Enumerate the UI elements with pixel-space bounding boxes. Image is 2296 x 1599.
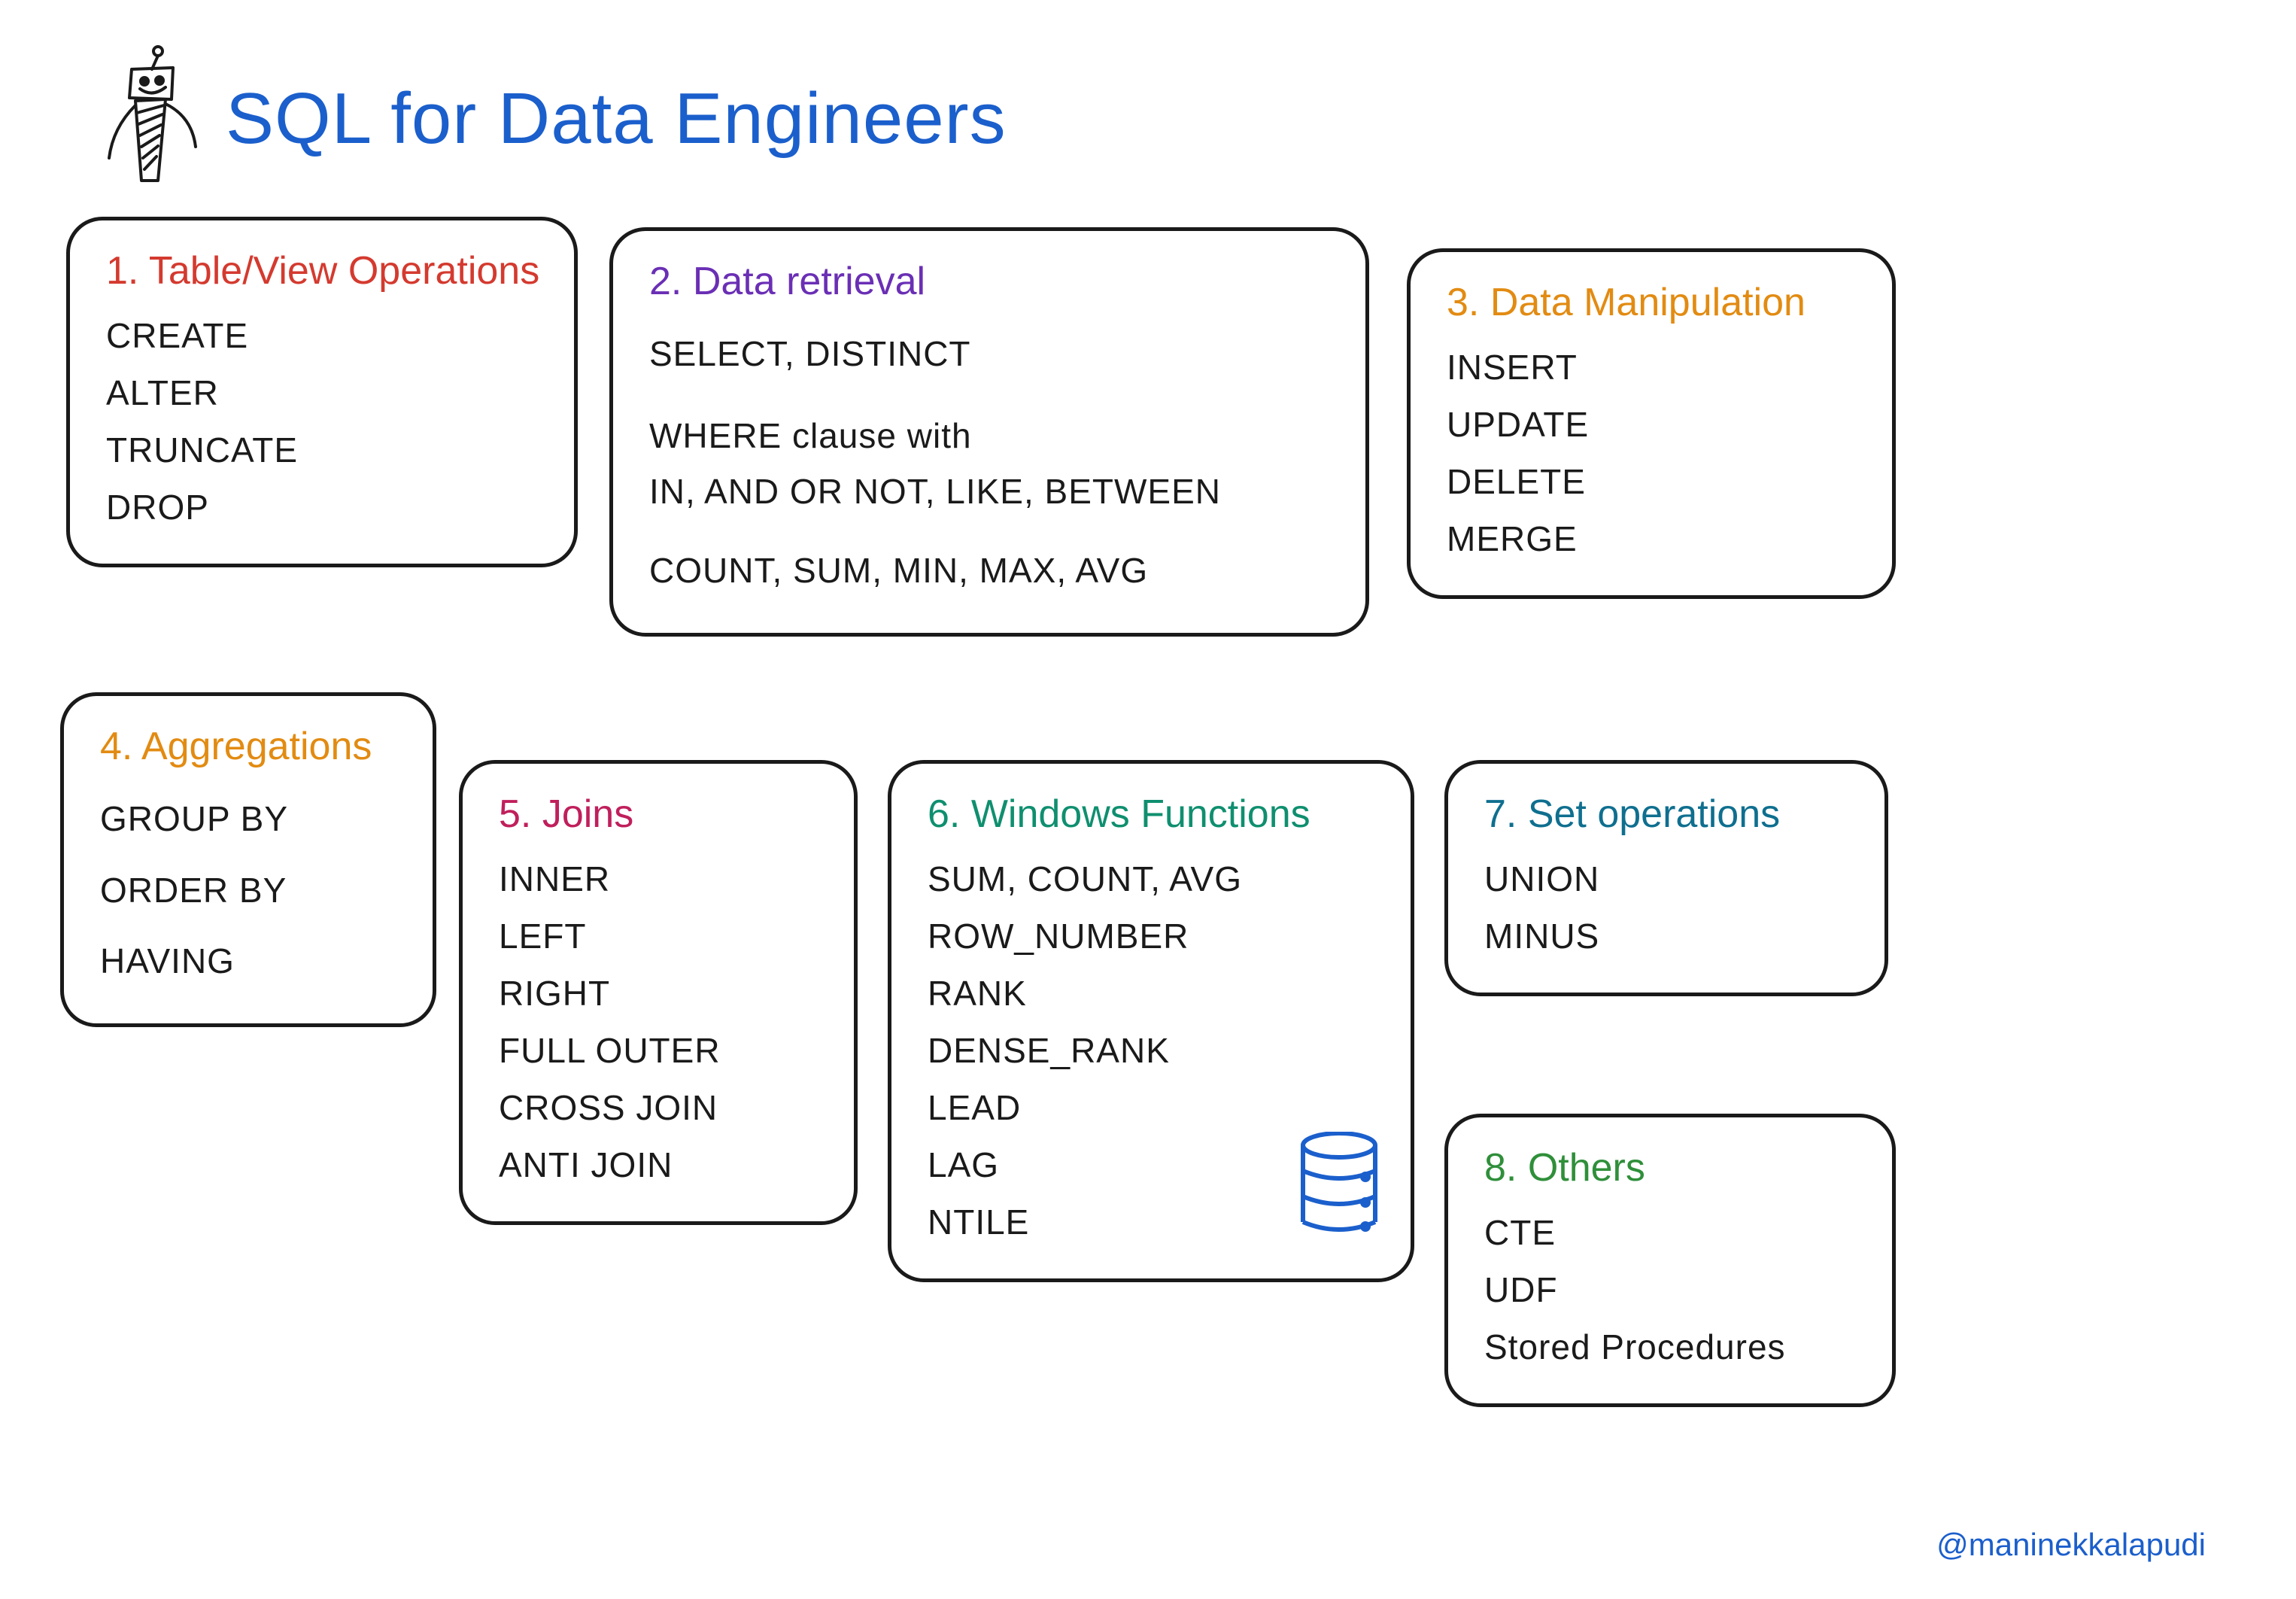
list-item: Stored Procedures xyxy=(1484,1319,1859,1376)
list-item: RIGHT xyxy=(499,965,821,1023)
list-item: WHERE clause with xyxy=(649,400,1332,471)
card-title: 5. Joins xyxy=(499,791,821,837)
list-item: MERGE xyxy=(1447,511,1859,568)
database-icon xyxy=(1298,1132,1380,1241)
list-item: UDF xyxy=(1484,1262,1859,1319)
card-table-view-operations: 1. Table/View Operations CREATE ALTER TR… xyxy=(66,217,578,567)
list-item: CROSS JOIN xyxy=(499,1080,821,1137)
list-item: CTE xyxy=(1484,1205,1859,1262)
list-item: MINUS xyxy=(1484,908,1851,965)
list-item: INSERT xyxy=(1447,339,1859,397)
list-item: RANK xyxy=(928,965,1377,1023)
card-windows-functions: 6. Windows Functions SUM, COUNT, AVG ROW… xyxy=(888,760,1414,1282)
card-title: 6. Windows Functions xyxy=(928,791,1377,837)
list-item: SELECT, DISTINCT xyxy=(649,318,1332,389)
infographic-canvas: SQL for Data Engineers 1. Table/View Ope… xyxy=(0,0,2296,1599)
list-item: DELETE xyxy=(1447,454,1859,511)
card-items: SELECT, DISTINCT WHERE clause with IN, A… xyxy=(649,318,1332,606)
robot-mascot-icon xyxy=(90,45,203,192)
card-items: INSERT UPDATE DELETE MERGE xyxy=(1447,339,1859,568)
card-others: 8. Others CTE UDF Stored Procedures xyxy=(1444,1114,1896,1407)
list-item: HAVING xyxy=(100,926,399,996)
list-item: SUM, COUNT, AVG xyxy=(928,851,1377,908)
list-item: ALTER xyxy=(106,365,541,422)
header: SQL for Data Engineers xyxy=(90,45,2236,192)
list-item: INNER xyxy=(499,851,821,908)
card-items: INNER LEFT RIGHT FULL OUTER CROSS JOIN A… xyxy=(499,851,821,1193)
card-items: UNION MINUS xyxy=(1484,851,1851,965)
card-title: 3. Data Manipulation xyxy=(1447,279,1859,326)
card-items: GROUP BY ORDER BY HAVING xyxy=(100,783,399,996)
card-set-operations: 7. Set operations UNION MINUS xyxy=(1444,760,1888,996)
list-item: LEAD xyxy=(928,1080,1377,1137)
list-item: TRUNCATE xyxy=(106,422,541,479)
card-joins: 5. Joins INNER LEFT RIGHT FULL OUTER CRO… xyxy=(459,760,858,1225)
list-item: DENSE_RANK xyxy=(928,1023,1377,1080)
list-item: UNION xyxy=(1484,851,1851,908)
list-item: ROW_NUMBER xyxy=(928,908,1377,965)
card-title: 7. Set operations xyxy=(1484,791,1851,837)
card-items: CTE UDF Stored Procedures xyxy=(1484,1205,1859,1376)
list-item: LEFT xyxy=(499,908,821,965)
card-items: CREATE ALTER TRUNCATE DROP xyxy=(106,308,541,537)
card-title: 8. Others xyxy=(1484,1145,1859,1191)
card-title: 2. Data retrieval xyxy=(649,258,1332,305)
card-title: 4. Aggregations xyxy=(100,723,399,770)
list-item: FULL OUTER xyxy=(499,1023,821,1080)
list-item: IN, AND OR NOT, LIKE, BETWEEN xyxy=(649,471,1332,512)
list-item: DROP xyxy=(106,479,541,537)
attribution-handle: @maninekkalapudi xyxy=(1936,1527,2206,1563)
list-item: UPDATE xyxy=(1447,397,1859,454)
card-title: 1. Table/View Operations xyxy=(106,248,541,294)
page-title: SQL for Data Engineers xyxy=(226,78,1007,160)
list-item: GROUP BY xyxy=(100,783,399,854)
list-item: CREATE xyxy=(106,308,541,365)
card-aggregations: 4. Aggregations GROUP BY ORDER BY HAVING xyxy=(60,692,436,1027)
list-item: COUNT, SUM, MIN, MAX, AVG xyxy=(649,535,1332,606)
list-item: ORDER BY xyxy=(100,855,399,926)
card-data-retrieval: 2. Data retrieval SELECT, DISTINCT WHERE… xyxy=(609,227,1369,637)
list-item: ANTI JOIN xyxy=(499,1137,821,1194)
card-data-manipulation: 3. Data Manipulation INSERT UPDATE DELET… xyxy=(1407,248,1896,599)
